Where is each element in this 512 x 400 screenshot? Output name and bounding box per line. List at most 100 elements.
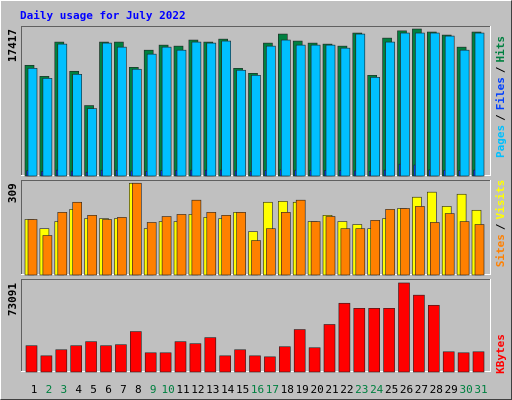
bar <box>102 42 112 177</box>
bar <box>427 304 440 373</box>
legend-entry: Hits <box>494 36 507 63</box>
bar <box>42 78 53 177</box>
legend-entry: Files <box>494 77 507 110</box>
bar <box>308 347 321 373</box>
legend-entry: Visits <box>494 180 507 220</box>
bar <box>87 108 97 177</box>
bar <box>338 302 351 373</box>
y-tick-label: 17417 <box>6 29 19 62</box>
bar <box>159 352 172 373</box>
bar <box>57 212 68 276</box>
bar <box>72 74 82 177</box>
bar <box>264 356 276 373</box>
bar <box>429 32 440 177</box>
x-tick-label: 14 <box>221 383 235 396</box>
bar <box>55 349 68 373</box>
bar <box>385 209 395 276</box>
bar <box>70 345 82 373</box>
bar <box>280 212 291 276</box>
bar <box>266 45 276 177</box>
bar <box>295 44 306 177</box>
bar <box>355 33 366 177</box>
x-tick-label: 18 <box>281 383 294 396</box>
bar <box>204 337 217 373</box>
bar <box>370 220 381 276</box>
x-tick-label: 28 <box>430 383 443 396</box>
bar <box>385 41 395 177</box>
x-tick-label: 5 <box>90 383 97 396</box>
x-tick-label: 24 <box>370 383 384 396</box>
bar <box>132 68 142 177</box>
bar <box>206 212 217 276</box>
bar <box>251 240 261 276</box>
x-tick-label: 29 <box>445 383 458 396</box>
bar <box>85 341 97 373</box>
legend-separator: / <box>494 223 507 230</box>
bar <box>27 68 38 177</box>
x-tick-label: 21 <box>325 383 338 396</box>
x-tick-label: 2 <box>46 383 53 396</box>
legend: KBytes <box>494 334 507 374</box>
legend-separator: / <box>494 66 507 73</box>
bar <box>144 352 157 373</box>
chart-title: Daily usage for July 2022 <box>20 9 186 22</box>
bar <box>130 331 142 373</box>
bar <box>146 222 157 276</box>
bar <box>40 355 53 373</box>
x-tick-label: 31 <box>474 383 487 396</box>
x-tick-label: 26 <box>400 383 413 396</box>
bar <box>353 308 366 373</box>
bar <box>57 43 68 177</box>
bar <box>146 53 157 177</box>
bar <box>117 217 127 276</box>
bar <box>325 44 336 177</box>
bar <box>457 352 470 373</box>
bar <box>340 228 351 276</box>
bar <box>280 39 291 177</box>
x-tick-label: 1 <box>31 383 38 396</box>
bar <box>323 324 336 373</box>
bar <box>295 199 306 276</box>
x-tick-label: 9 <box>150 383 157 396</box>
x-tick-label: 12 <box>191 383 204 396</box>
legend: Sites / Visits <box>494 180 507 268</box>
bar <box>400 208 410 276</box>
x-tick-label: 10 <box>161 383 174 396</box>
x-tick-label: 8 <box>135 383 142 396</box>
legend-entry: Sites <box>494 234 507 267</box>
bar <box>278 346 291 373</box>
bar <box>444 35 455 177</box>
bar <box>25 345 38 373</box>
x-tick-label: 20 <box>310 383 323 396</box>
x-tick-label: 16 <box>251 383 264 396</box>
x-tick-label: 19 <box>296 383 309 396</box>
x-tick-label: 7 <box>120 383 127 396</box>
bar <box>398 282 410 373</box>
y-tick-label: 73091 <box>6 283 19 316</box>
legend-entry: KBytes <box>494 334 507 374</box>
bar <box>413 294 425 373</box>
x-tick-label: 30 <box>459 383 472 396</box>
bar <box>115 344 127 373</box>
bar <box>325 216 336 276</box>
bar <box>249 355 261 373</box>
bar <box>161 46 172 177</box>
bar <box>368 308 381 373</box>
x-tick-label: 15 <box>236 383 249 396</box>
bar <box>219 355 231 373</box>
bar <box>191 41 202 177</box>
x-tick-label: 13 <box>206 383 219 396</box>
x-tick-label: 11 <box>176 383 189 396</box>
bar <box>221 40 231 177</box>
x-tick-label: 3 <box>60 383 67 396</box>
bar <box>415 206 425 276</box>
legend-separator: / <box>494 114 507 121</box>
bar <box>236 212 246 276</box>
bar <box>236 69 246 177</box>
bar <box>189 343 202 373</box>
panel-edge-dark <box>21 26 491 176</box>
bar <box>355 228 366 276</box>
bar <box>100 345 112 373</box>
